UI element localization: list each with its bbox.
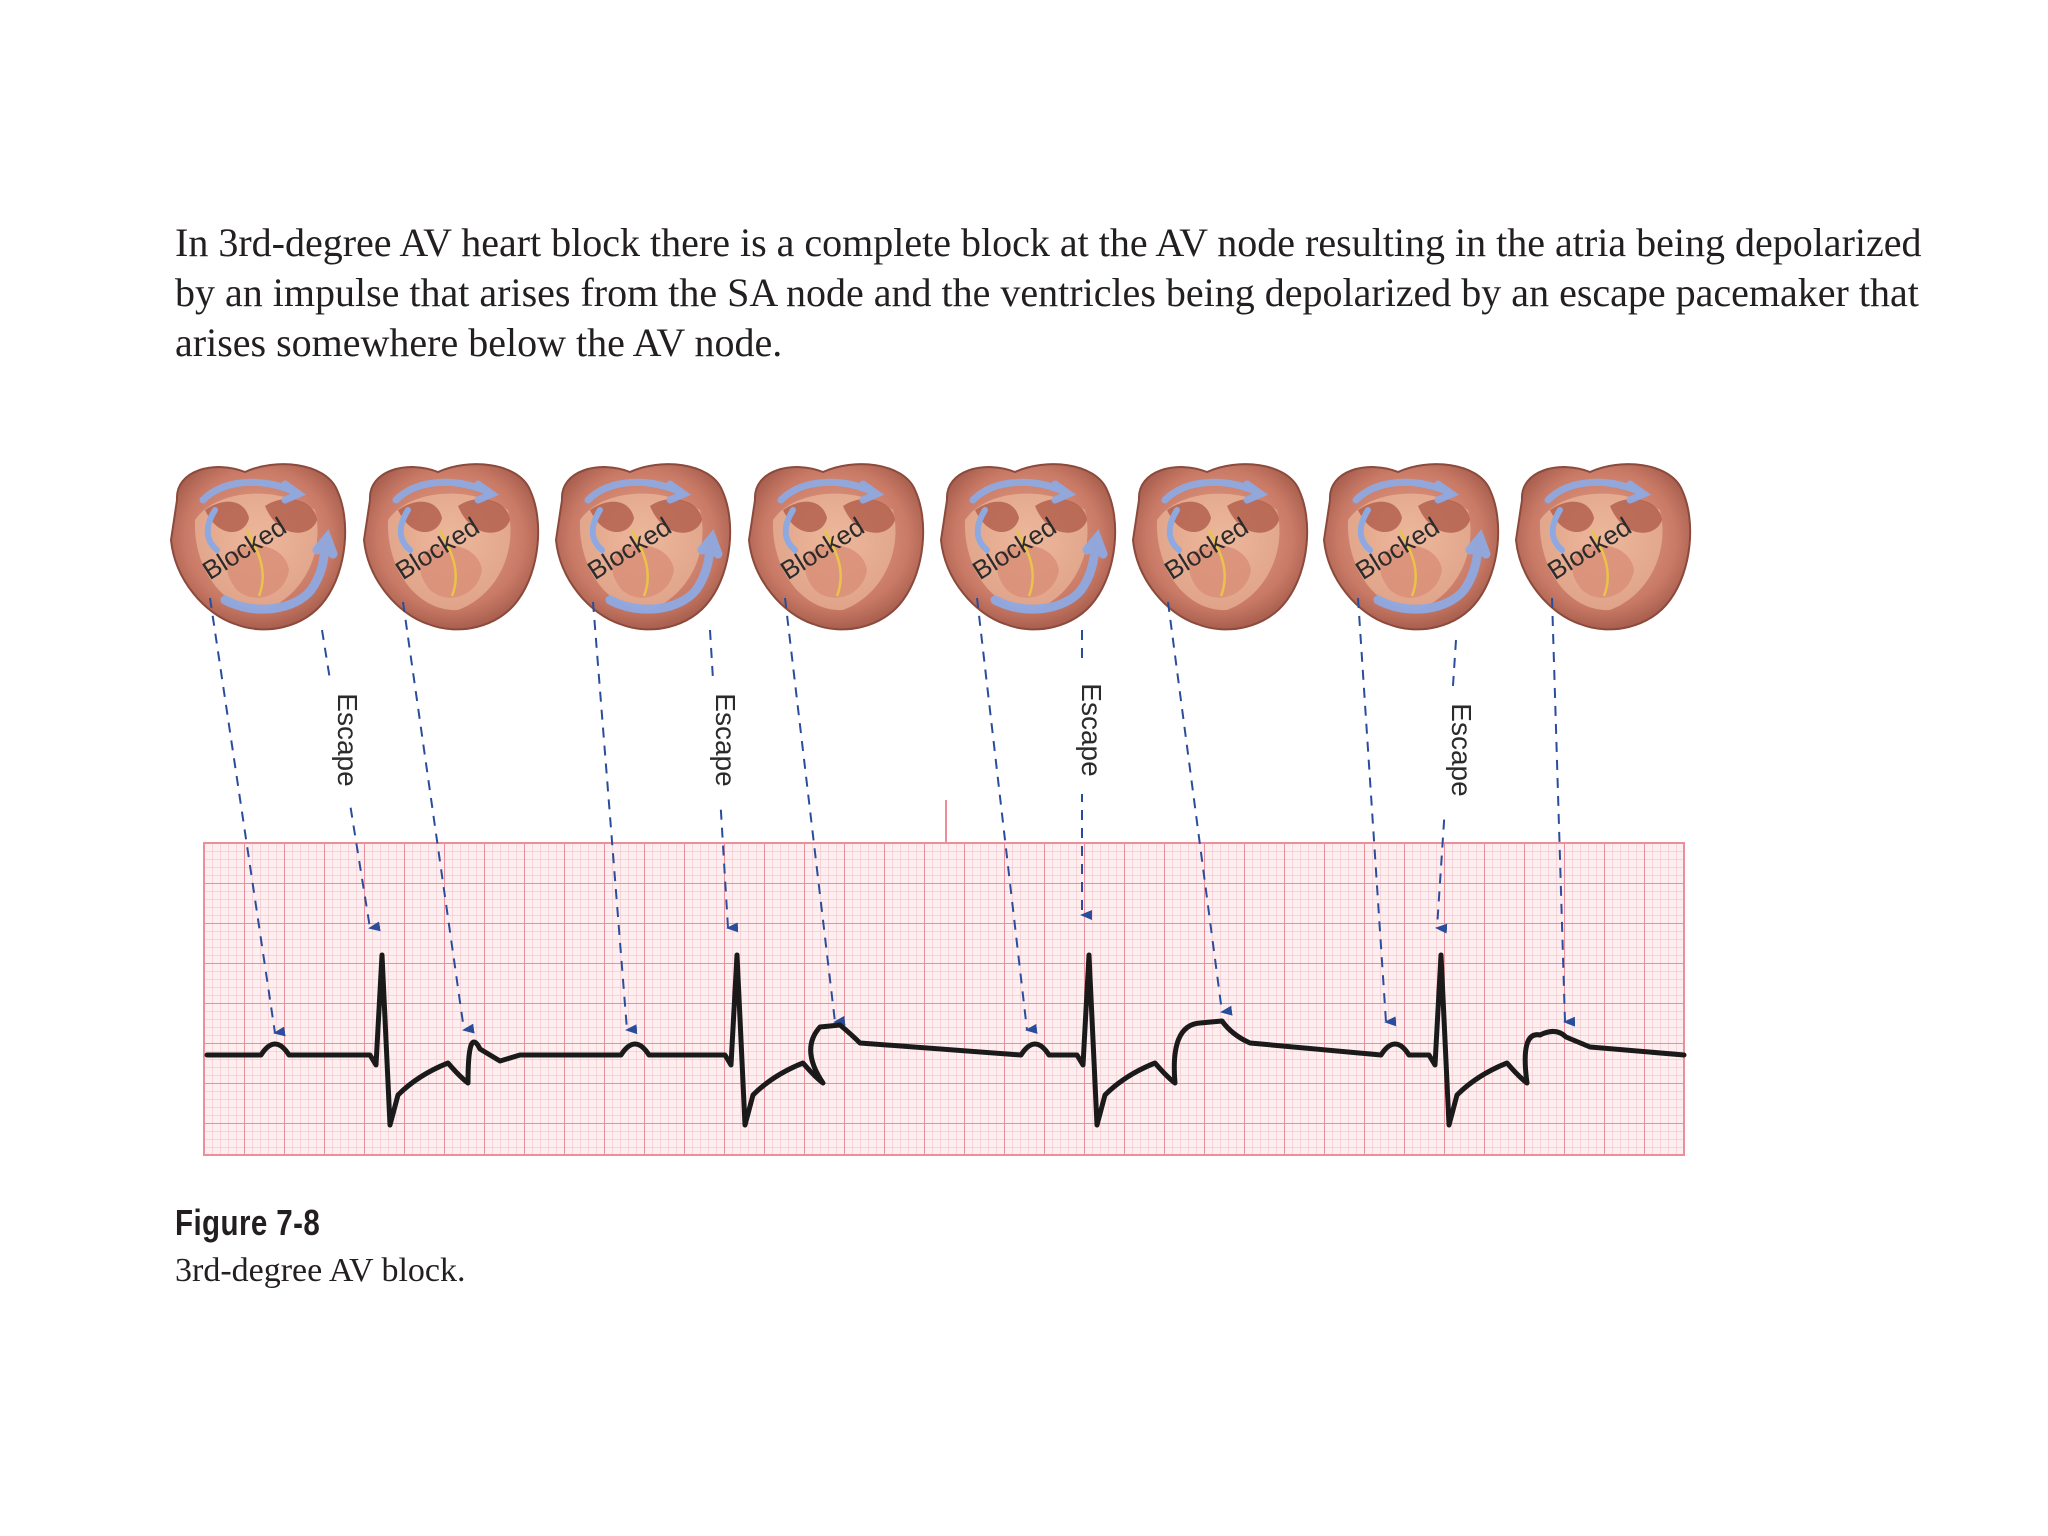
ecg-trace <box>204 952 1687 1128</box>
heart-row: Blocked Blocked Blocked Blocked Blocked Block… <box>169 463 1692 631</box>
heart-illustration: Blocked <box>169 463 347 631</box>
heart-illustration: Blocked <box>1131 463 1309 631</box>
heart-illustration: Blocked <box>1322 463 1500 631</box>
ecg-strip <box>203 800 1685 1156</box>
heart-illustration: Blocked <box>1514 463 1692 631</box>
escape-arrow: Escape <box>1066 630 1107 920</box>
conduction-arrows: Escape Escape Escape Escape <box>209 597 1576 1037</box>
figure-caption: 3rd-degree AV block. <box>175 1252 466 1289</box>
escape-label: Escape <box>1446 703 1477 796</box>
figure-label: Figure 7-8 <box>175 1202 321 1243</box>
escape-label: Escape <box>332 693 363 786</box>
atrial-arrow <box>1167 601 1233 1016</box>
escape-arrow: Escape <box>1435 639 1477 934</box>
heart-illustration: Blocked <box>554 463 732 631</box>
heart-illustration: Blocked <box>362 463 540 631</box>
intro-paragraph: In 3rd-degree AV heart block there is a … <box>175 220 1922 365</box>
escape-label: Escape <box>710 693 741 786</box>
heart-illustration: Blocked <box>939 463 1117 631</box>
atrial-arrow <box>209 597 286 1037</box>
atrial-arrow <box>976 597 1038 1034</box>
escape-arrow: Escape <box>700 629 741 933</box>
heart-illustration: Blocked <box>747 463 925 631</box>
escape-arrow: Escape <box>321 629 381 932</box>
escape-label: Escape <box>1076 683 1107 776</box>
atrial-arrow <box>402 601 475 1034</box>
